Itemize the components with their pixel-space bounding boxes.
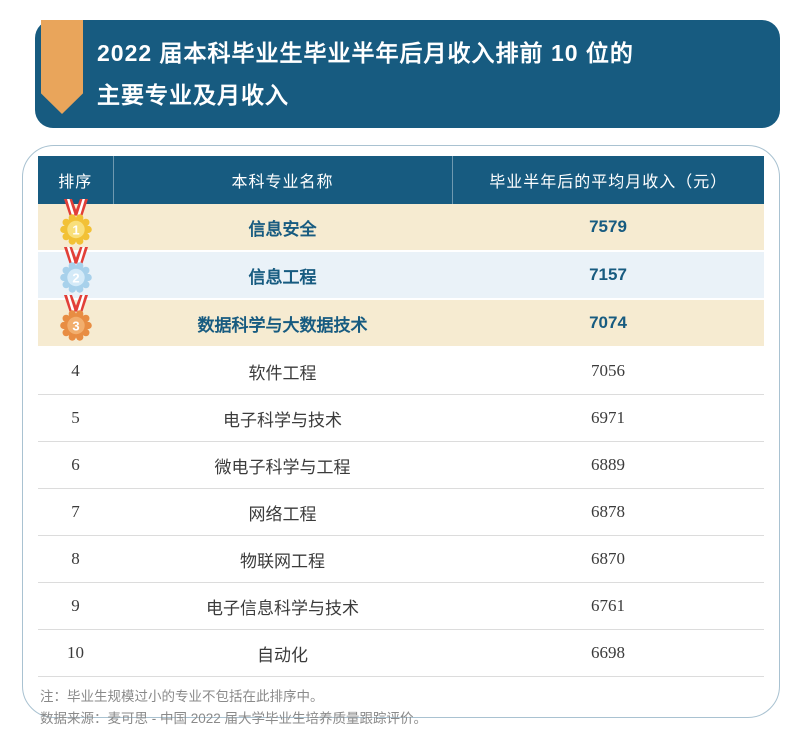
major-cell: 信息安全 xyxy=(113,204,452,252)
footnotes: 注：毕业生规模过小的专业不包括在此排序中。 数据来源：麦可思 - 中国 2022… xyxy=(38,686,764,730)
major-cell: 信息工程 xyxy=(113,251,452,300)
title-banner: 2022 届本科毕业生毕业半年后月收入排前 10 位的 主要专业及月收入 xyxy=(35,20,780,128)
income-cell: 6889 xyxy=(452,441,764,489)
table-row: 9 电子信息科学与技术 6761 xyxy=(38,582,764,630)
rank-cell: 3 xyxy=(38,299,113,348)
ranking-table: 排序 本科专业名称 毕业半年后的平均月收入（元） 1 信息安全 7579 xyxy=(38,156,764,677)
major-cell: 物联网工程 xyxy=(113,535,452,583)
rank-cell: 8 xyxy=(38,535,113,583)
income-cell: 7157 xyxy=(452,251,764,300)
medal-rank-number: 1 xyxy=(72,223,79,238)
major-cell: 微电子科学与工程 xyxy=(113,441,452,489)
table-row: 2 信息工程 7157 xyxy=(38,251,764,300)
income-cell: 6878 xyxy=(452,488,764,536)
rank-cell: 2 xyxy=(38,251,113,300)
page-title-line1: 2022 届本科毕业生毕业半年后月收入排前 10 位的 xyxy=(97,40,634,66)
income-cell: 6698 xyxy=(452,629,764,677)
bookmark-ribbon-icon xyxy=(41,20,83,114)
medal-rank-number: 2 xyxy=(72,271,79,286)
medal-rank-number: 3 xyxy=(72,319,79,334)
rank-cell: 5 xyxy=(38,394,113,442)
table-row: 8 物联网工程 6870 xyxy=(38,535,764,583)
rank-cell: 7 xyxy=(38,488,113,536)
income-cell: 7074 xyxy=(452,299,764,348)
rank-cell: 10 xyxy=(38,629,113,677)
col-header-major: 本科专业名称 xyxy=(112,156,452,204)
major-cell: 网络工程 xyxy=(113,488,452,536)
table-row: 7 网络工程 6878 xyxy=(38,488,764,536)
income-cell: 7056 xyxy=(452,347,764,395)
major-cell: 自动化 xyxy=(113,629,452,677)
page-title-line2: 主要专业及月收入 xyxy=(97,82,289,108)
bronze-medal-icon: 3 xyxy=(56,295,96,343)
footnote-source: 数据来源：麦可思 - 中国 2022 届大学毕业生培养质量跟踪评价。 xyxy=(40,711,428,726)
footnote-scope: 注：毕业生规模过小的专业不包括在此排序中。 xyxy=(40,689,324,704)
table-row: 6 微电子科学与工程 6889 xyxy=(38,441,764,489)
rank-cell: 1 xyxy=(38,204,113,252)
rank-cell: 4 xyxy=(38,347,113,395)
major-cell: 电子信息科学与技术 xyxy=(113,582,452,630)
income-cell: 6870 xyxy=(452,535,764,583)
major-cell: 软件工程 xyxy=(113,347,452,395)
table-header-row: 排序 本科专业名称 毕业半年后的平均月收入（元） xyxy=(38,156,764,204)
gold-medal-icon: 1 xyxy=(56,199,96,247)
page-title: 2022 届本科毕业生毕业半年后月收入排前 10 位的 主要专业及月收入 xyxy=(97,32,760,116)
income-cell: 6761 xyxy=(452,582,764,630)
table-row: 3 数据科学与大数据技术 7074 xyxy=(38,299,764,348)
income-cell: 7579 xyxy=(452,204,764,252)
income-cell: 6971 xyxy=(452,394,764,442)
ranking-table-card: 排序 本科专业名称 毕业半年后的平均月收入（元） 1 信息安全 7579 xyxy=(22,145,780,726)
major-cell: 电子科学与技术 xyxy=(113,394,452,442)
table-row: 10 自动化 6698 xyxy=(38,629,764,677)
table-row: 1 信息安全 7579 xyxy=(38,204,764,252)
rank-cell: 9 xyxy=(38,582,113,630)
rank-cell: 6 xyxy=(38,441,113,489)
major-cell: 数据科学与大数据技术 xyxy=(113,299,452,348)
silver-medal-icon: 2 xyxy=(56,247,96,295)
col-header-rank: 排序 xyxy=(38,156,113,204)
table-row: 4 软件工程 7056 xyxy=(38,347,764,395)
col-header-income: 毕业半年后的平均月收入（元） xyxy=(451,156,764,204)
table-row: 5 电子科学与技术 6971 xyxy=(38,394,764,442)
